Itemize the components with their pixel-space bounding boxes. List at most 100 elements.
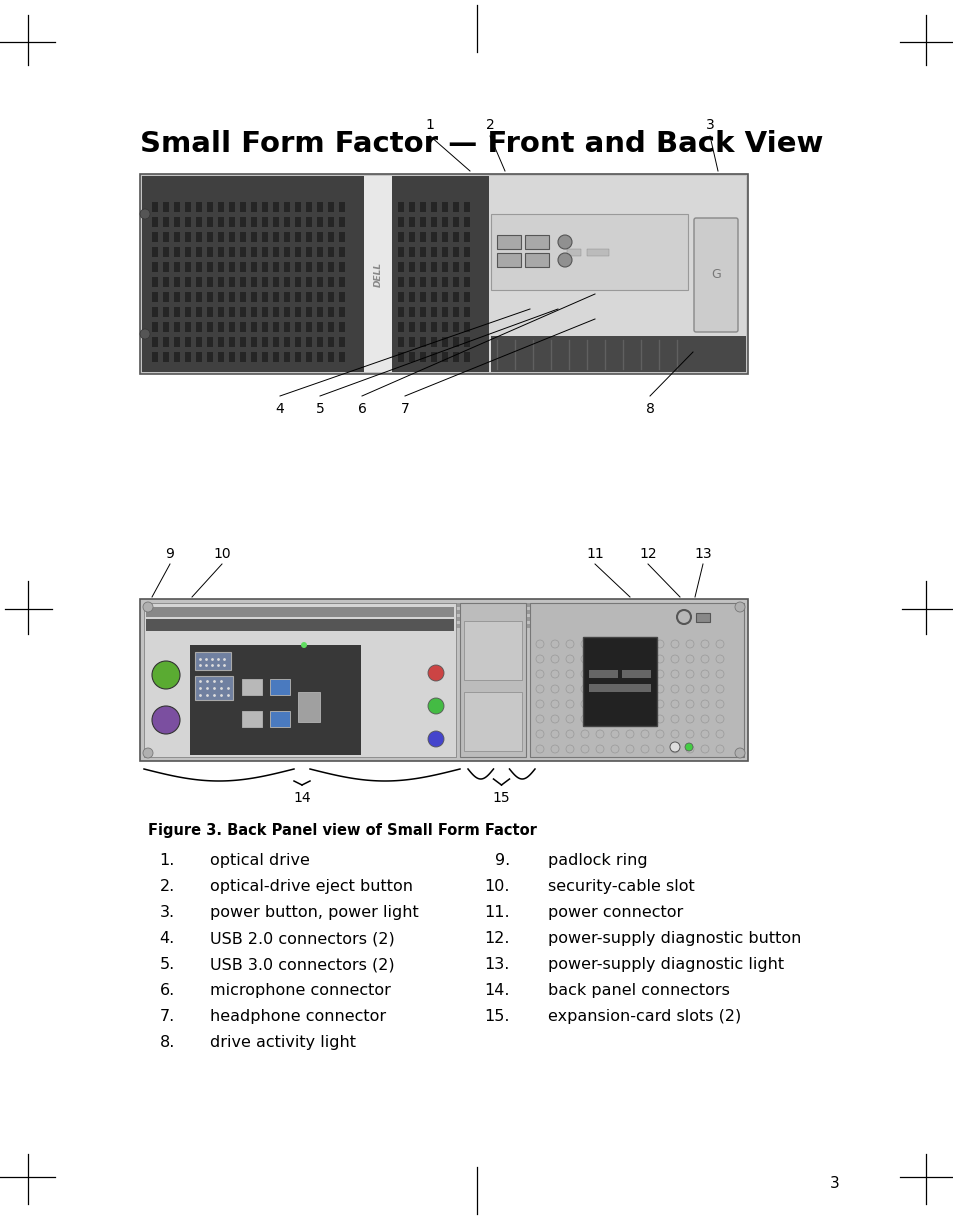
Circle shape [140,208,150,219]
Bar [582,638,657,727]
Bar [207,202,213,212]
Bar [140,174,747,374]
Bar [431,307,436,317]
Bar [453,232,458,243]
Bar [229,293,234,302]
Bar [463,692,521,751]
Bar [240,232,246,243]
Text: 15.: 15. [484,1009,510,1024]
Bar [316,232,323,243]
Bar [463,217,470,227]
Circle shape [684,744,692,751]
Text: 5: 5 [315,402,324,416]
Bar [441,307,448,317]
Bar [185,307,191,317]
Bar [240,262,246,272]
Bar [409,262,415,272]
Text: 8.: 8. [159,1035,174,1050]
Text: 10.: 10. [484,879,510,894]
Bar [294,277,301,286]
Text: microphone connector: microphone connector [210,983,391,998]
Bar [218,202,224,212]
Bar [328,336,334,347]
Circle shape [152,706,180,734]
Bar [328,293,334,302]
Bar [453,336,458,347]
Bar [284,293,290,302]
Bar [262,262,268,272]
Bar [152,336,158,347]
Text: power-supply diagnostic button: power-supply diagnostic button [547,931,801,946]
Bar [431,277,436,286]
Bar [173,202,180,212]
Bar [294,322,301,332]
Bar [409,352,415,362]
Bar [338,217,345,227]
Bar [262,277,268,286]
Bar [419,232,426,243]
Text: drive activity light: drive activity light [210,1035,355,1050]
Bar [409,232,415,243]
Bar [316,307,323,317]
Bar [163,217,169,227]
Text: 6: 6 [357,402,366,416]
Bar [207,352,213,362]
Bar [306,322,312,332]
Bar [240,322,246,332]
Text: 10: 10 [213,547,231,561]
Bar [218,307,224,317]
Bar [195,293,202,302]
Bar [397,202,403,212]
Bar [294,307,301,317]
Circle shape [140,329,150,339]
Bar [251,247,256,257]
Text: 1.: 1. [159,853,174,868]
Bar [173,247,180,257]
Text: power button, power light: power button, power light [210,904,418,920]
Bar [463,277,470,286]
Text: 3: 3 [705,118,714,132]
Bar [240,336,246,347]
Bar [453,262,458,272]
Bar [262,336,268,347]
Bar [441,277,448,286]
Bar [207,293,213,302]
Bar [173,262,180,272]
Bar [431,217,436,227]
Bar [152,247,158,257]
Bar [463,352,470,362]
Bar [152,307,158,317]
Bar [284,277,290,286]
Bar [453,247,458,257]
Bar [270,711,290,727]
Bar [338,262,345,272]
Bar [316,202,323,212]
Bar [195,336,202,347]
Bar [338,293,345,302]
Bar [297,692,319,722]
Bar [306,336,312,347]
Bar [441,352,448,362]
Bar [163,307,169,317]
Bar [152,322,158,332]
Bar [144,603,456,757]
Bar [262,352,268,362]
Bar [152,352,158,362]
Bar [194,652,231,670]
Bar [409,336,415,347]
Bar [218,293,224,302]
Text: security-cable slot: security-cable slot [547,879,694,894]
Bar [306,352,312,362]
Circle shape [301,642,307,649]
Bar [397,217,403,227]
Bar [185,262,191,272]
Bar [453,322,458,332]
Bar [195,307,202,317]
Bar [419,247,426,257]
Bar [251,277,256,286]
Bar [195,262,202,272]
Bar [294,202,301,212]
Text: 8: 8 [645,402,654,416]
Bar [530,603,743,757]
Bar [463,620,521,680]
